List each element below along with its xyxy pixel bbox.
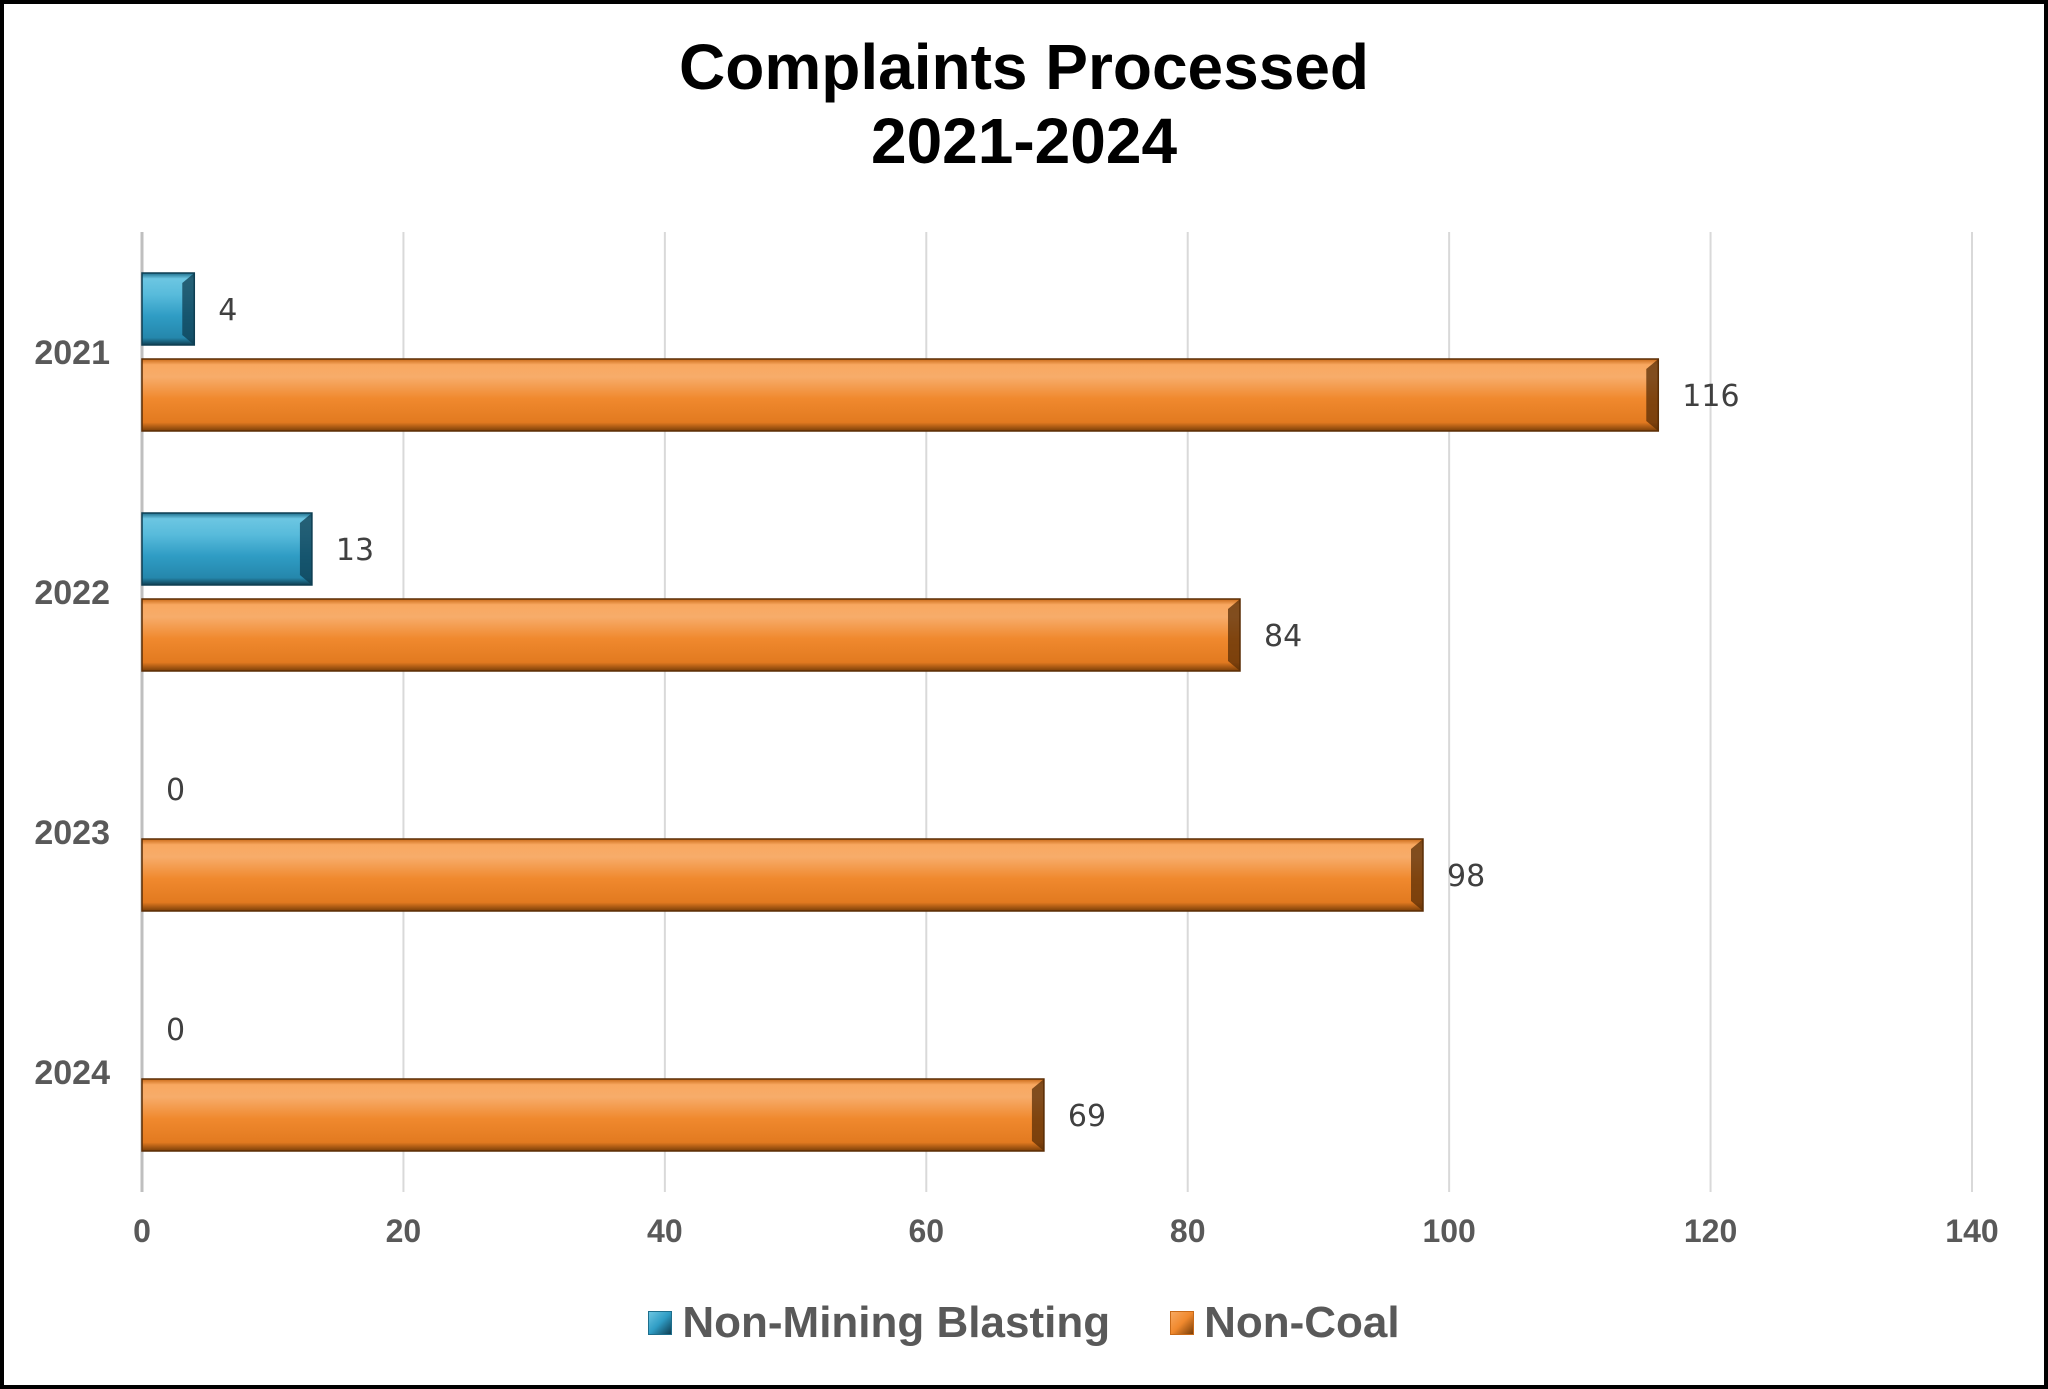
labels: 0 20 40 60 80 100 120 140 2021 4 116 2022 13 84 2023 0 9… [34, 293, 1998, 1249]
data-label: 13 [336, 533, 374, 568]
data-label: 4 [218, 293, 237, 328]
bar [141, 272, 196, 346]
legend-item-non-coal: Non-Coal [1170, 1298, 1400, 1348]
bar [141, 358, 1660, 432]
legend: Non-Mining Blasting Non-Coal [0, 1298, 2048, 1348]
bar-bevel-edge [1411, 839, 1423, 911]
x-tick-label: 80 [1170, 1213, 1206, 1249]
x-tick-label: 100 [1422, 1213, 1475, 1249]
x-tick-label: 0 [133, 1213, 151, 1249]
legend-label-non-mining-blasting: Non-Mining Blasting [682, 1298, 1111, 1347]
data-label: 0 [166, 773, 185, 808]
bar-body [141, 358, 1660, 432]
chart-title-line-1: Complaints Processed [679, 31, 1369, 103]
bar-bevel-edge [1228, 599, 1240, 671]
bar-bevel-edge [1646, 359, 1659, 431]
bar [141, 512, 313, 586]
data-label: 84 [1264, 619, 1302, 654]
bar-body [141, 1078, 1045, 1152]
legend-label-non-coal: Non-Coal [1204, 1298, 1400, 1347]
legend-swatch-non-coal [1170, 1311, 1195, 1335]
data-label: 0 [166, 1013, 185, 1048]
x-tick-label: 20 [386, 1213, 422, 1249]
bar-body [141, 598, 1241, 672]
chart-title-line-2: 2021-2024 [870, 105, 1178, 177]
bar [141, 598, 1241, 672]
x-tick-label: 140 [1945, 1213, 1998, 1249]
y-tick-label: 2023 [34, 814, 110, 852]
y-tick-label: 2022 [34, 574, 110, 612]
bar-bevel-edge [182, 273, 195, 345]
x-tick-label: 60 [908, 1213, 944, 1249]
data-label: 98 [1447, 859, 1485, 894]
chart-title: Complaints Processed 2021-2024 [0, 30, 2048, 178]
legend-item-non-mining-blasting: Non-Mining Blasting [648, 1298, 1110, 1348]
bar-body [141, 838, 1424, 912]
legend-swatch-non-mining-blasting [648, 1311, 673, 1335]
y-tick-label: 2021 [34, 334, 110, 372]
bar-bevel-edge [1031, 1079, 1044, 1151]
y-tick-label: 2024 [34, 1054, 110, 1092]
data-label: 116 [1682, 379, 1739, 414]
bar [141, 1078, 1045, 1152]
data-label: 69 [1068, 1099, 1106, 1134]
bar-bevel-edge [299, 513, 312, 585]
bars [141, 272, 1660, 1152]
bar-body [141, 512, 313, 586]
bar [141, 838, 1424, 912]
x-tick-label: 120 [1684, 1213, 1737, 1249]
x-tick-label: 40 [647, 1213, 683, 1249]
